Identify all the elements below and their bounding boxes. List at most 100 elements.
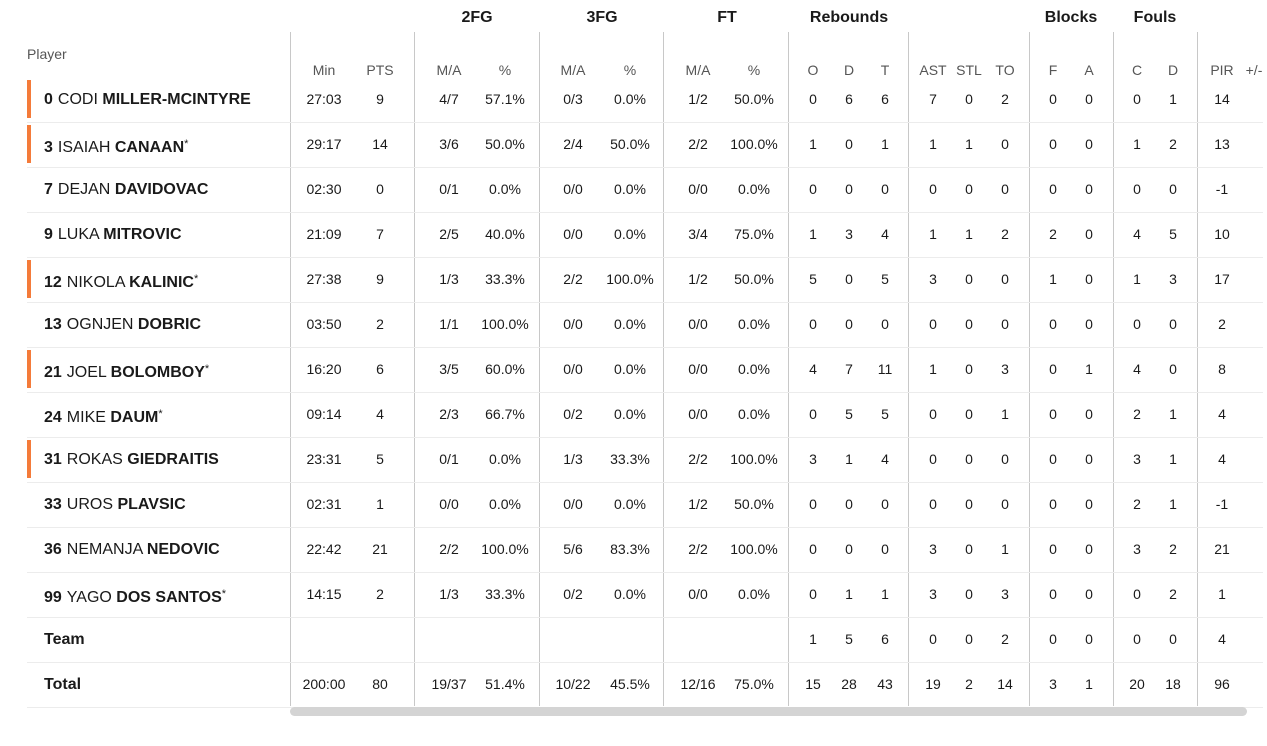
stat-cell: 27:38 <box>306 271 342 287</box>
stat-cell: 0 <box>1133 91 1141 107</box>
player-name[interactable]: 31 ROKAS GIEDRAITIS <box>44 437 219 482</box>
jersey-number: 13 <box>44 316 62 333</box>
stat-cell: 50.0% <box>485 136 525 152</box>
stat-cell: 0 <box>845 136 853 152</box>
stat-cell: 2 <box>1133 496 1141 512</box>
stat-cell: 0 <box>1085 496 1093 512</box>
stat-cell: 21 <box>1214 541 1230 557</box>
column-header[interactable]: % <box>747 62 761 78</box>
player-name[interactable]: 12 NIKOLA KALINIC* <box>44 257 198 305</box>
stat-cell: 100.0% <box>730 541 778 557</box>
column-header[interactable]: Min <box>312 62 336 78</box>
column-header[interactable]: % <box>623 62 637 78</box>
stat-cell: 0 <box>1169 631 1177 647</box>
player-name[interactable]: 3 ISAIAH CANAAN* <box>44 122 188 170</box>
player-name[interactable]: 33 UROS PLAVSIC <box>44 482 186 527</box>
stat-cell: 0 <box>1049 451 1057 467</box>
stat-cell: 2/2 <box>563 271 583 287</box>
column-header[interactable]: TO <box>995 62 1015 78</box>
stat-cell: 2/5 <box>439 226 459 242</box>
stat-cell: 60.0% <box>485 361 525 377</box>
stat-cell: 02:31 <box>306 496 342 512</box>
last-name: GIEDRAITIS <box>127 451 219 468</box>
stat-cell: 3 <box>1133 451 1141 467</box>
stat-cell: 1 <box>1001 406 1009 422</box>
column-header[interactable]: D <box>843 62 855 78</box>
column-header[interactable]: PIR <box>1210 62 1234 78</box>
stat-cell: 1 <box>809 136 817 152</box>
stat-cell: 2 <box>1001 631 1009 647</box>
player-row: 99 YAGO DOS SANTOS* 14:15 2 1/3 33.3% 0/2 0.0% 0… <box>0 572 1267 617</box>
column-header[interactable]: AST <box>919 62 947 78</box>
stat-cell: 0 <box>1001 181 1009 197</box>
stat-cell: 03:50 <box>306 316 342 332</box>
row-separator <box>27 167 1263 168</box>
player-name[interactable]: 7 DEJAN DAVIDOVAC <box>44 167 208 212</box>
player-name[interactable]: 13 OGNJEN DOBRIC <box>44 302 201 347</box>
stat-cell: 0 <box>1169 316 1177 332</box>
stat-cell: 3/4 <box>688 226 708 242</box>
column-header[interactable]: T <box>880 62 890 78</box>
stat-cell: 1 <box>809 226 817 242</box>
stat-cell: 0 <box>1001 271 1009 287</box>
horizontal-scrollbar[interactable] <box>290 707 1247 716</box>
jersey-number: 24 <box>44 409 62 426</box>
stat-cell: 0 <box>881 541 889 557</box>
last-name: DAUM <box>110 409 159 426</box>
first-name: LUKA <box>57 226 99 243</box>
stat-cell: 0 <box>1001 496 1009 512</box>
stat-cell: 0 <box>965 361 973 377</box>
stat-cell: 1/3 <box>563 451 583 467</box>
column-header[interactable]: PTS <box>366 62 394 78</box>
stat-cell: 0 <box>881 181 889 197</box>
starter-indicator <box>27 260 31 298</box>
column-divider <box>1029 32 1030 706</box>
column-header[interactable]: C <box>1131 62 1143 78</box>
player-name[interactable]: 21 JOEL BOLOMBOY* <box>44 347 209 395</box>
stat-cell: 0.0% <box>614 361 646 377</box>
column-header[interactable]: M/A <box>560 62 586 78</box>
row-separator <box>27 437 1263 438</box>
player-name[interactable]: 99 YAGO DOS SANTOS* <box>44 572 226 620</box>
column-header[interactable]: A <box>1084 62 1094 78</box>
stat-cell: 2 <box>965 676 973 692</box>
column-header[interactable]: +/- <box>1245 62 1263 78</box>
jersey-number: 0 <box>44 91 53 108</box>
first-name: MIKE <box>66 409 106 426</box>
stat-cell: 0 <box>1049 406 1057 422</box>
stat-cell: 0.0% <box>614 91 646 107</box>
stat-cell: 4/7 <box>439 91 459 107</box>
stat-cell: 0 <box>965 496 973 512</box>
stat-cell: 1 <box>965 226 973 242</box>
column-header[interactable]: M/A <box>436 62 462 78</box>
stat-cell: 1 <box>881 586 889 602</box>
first-name: ISAIAH <box>57 139 111 156</box>
stat-cell: -1 <box>1215 496 1229 512</box>
stat-cell: 0 <box>1049 631 1057 647</box>
stat-cell: 0 <box>1001 136 1009 152</box>
stat-cell: 0 <box>1133 631 1141 647</box>
stat-cell: 9 <box>376 271 384 287</box>
stat-cell: 4 <box>1218 631 1226 647</box>
stat-cell: 80 <box>372 676 388 692</box>
column-header[interactable]: D <box>1167 62 1179 78</box>
starter-mark: * <box>158 408 163 420</box>
stat-cell: 23:31 <box>306 451 342 467</box>
column-header[interactable]: O <box>807 62 819 78</box>
column-header[interactable]: F <box>1048 62 1058 78</box>
stat-cell: 0 <box>1085 541 1093 557</box>
group-header-2fg: 2FG <box>461 9 493 26</box>
player-row: 21 JOEL BOLOMBOY* 16:20 6 3/5 60.0% 0/0 0.0% 0/0… <box>0 347 1267 392</box>
column-header[interactable]: M/A <box>685 62 711 78</box>
stat-cell: 14 <box>1214 91 1230 107</box>
stat-cell: 3 <box>1169 271 1177 287</box>
stat-cell: 19/37 <box>431 676 467 692</box>
player-name[interactable]: 0 CODI MILLER-MCINTYRE <box>44 77 251 122</box>
column-header[interactable]: % <box>498 62 512 78</box>
stat-cell: 10 <box>1214 226 1230 242</box>
column-header[interactable]: STL <box>956 62 982 78</box>
player-name[interactable]: 36 NEMANJA NEDOVIC <box>44 527 220 572</box>
player-name[interactable]: 24 MIKE DAUM* <box>44 392 163 440</box>
stat-cell: 2/2 <box>439 541 459 557</box>
player-name[interactable]: 9 LUKA MITROVIC <box>44 212 182 257</box>
